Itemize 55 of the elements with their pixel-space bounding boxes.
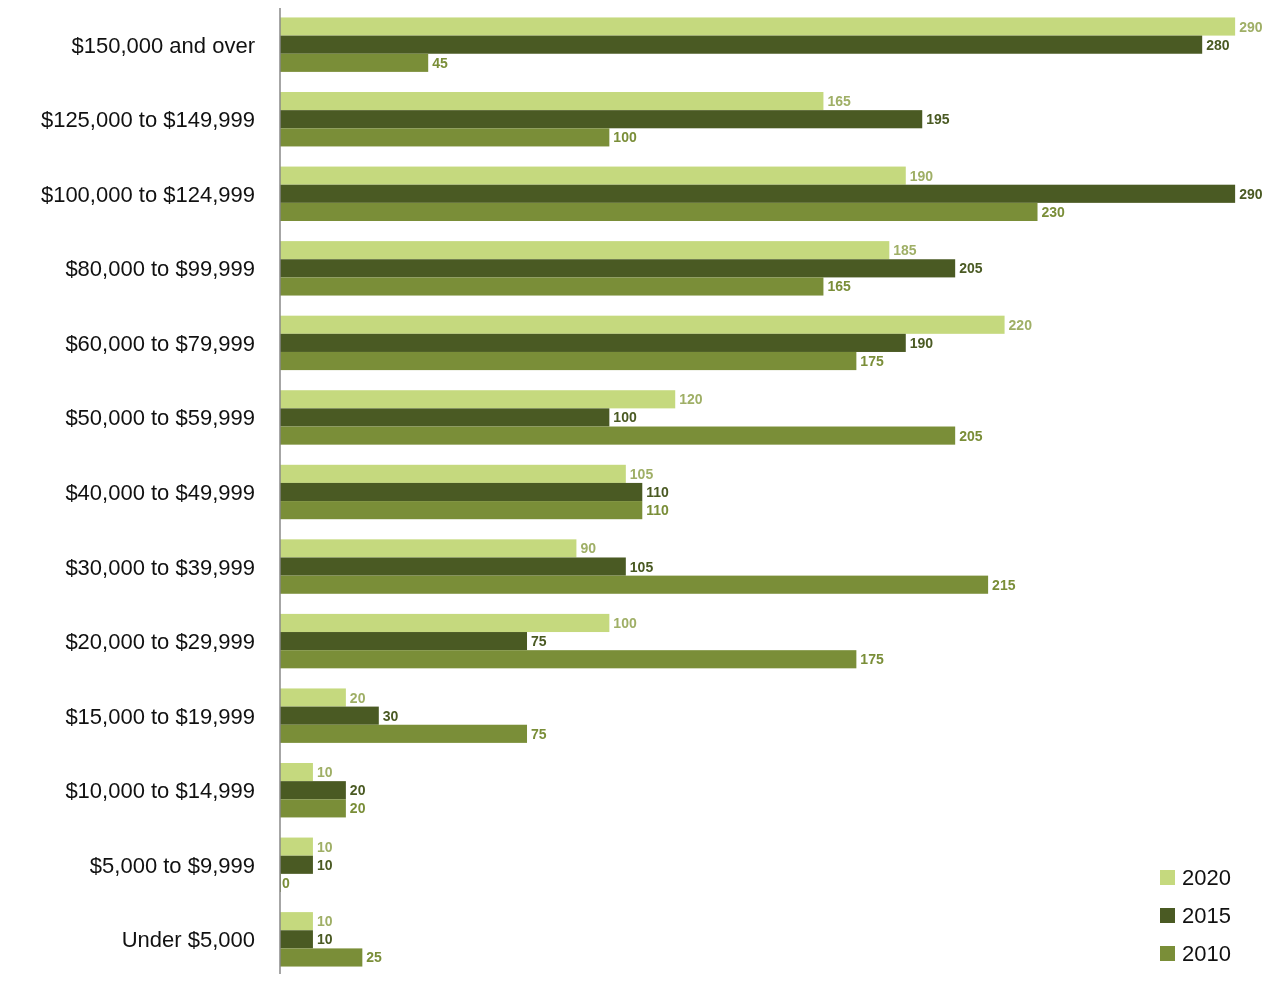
- data-label: 110: [646, 502, 670, 519]
- data-label: 10: [316, 913, 333, 930]
- data-label: 10: [316, 931, 333, 948]
- y-tick-label: Under $5,000: [121, 927, 255, 953]
- y-tick-label: $30,000 to $39,999: [65, 554, 255, 580]
- data-label: 30: [382, 707, 399, 724]
- data-label: 110: [646, 484, 670, 500]
- y-tick-label: $5,000 to $9,999: [89, 852, 255, 878]
- y-tick-label: $15,000 to $19,999: [65, 703, 255, 729]
- data-label: 290: [1239, 185, 1263, 202]
- data-label: 45: [432, 54, 448, 71]
- data-label: 105: [629, 465, 654, 482]
- y-tick-label: $10,000 to $14,999: [65, 778, 255, 804]
- data-label: 10: [316, 764, 333, 781]
- data-label: 290: [1239, 18, 1263, 35]
- y-tick-label: $40,000 to $49,999: [65, 480, 255, 505]
- legend-label: 2015: [1182, 903, 1231, 928]
- data-label: 190: [909, 167, 934, 184]
- data-label: 280: [1206, 36, 1230, 53]
- data-label: 20: [349, 782, 366, 799]
- data-label: 205: [959, 427, 983, 444]
- data-label: 100: [613, 409, 637, 426]
- data-label: 175: [860, 651, 884, 668]
- y-tick-label: $60,000 to $79,999: [65, 330, 255, 356]
- y-tick-label: $50,000 to $59,999: [65, 405, 255, 431]
- data-label: 75: [531, 725, 547, 742]
- data-label: 10: [316, 838, 333, 855]
- data-label: 215: [992, 576, 1016, 593]
- data-label: 165: [827, 93, 852, 110]
- legend-label: 2010: [1182, 941, 1231, 966]
- data-label: 75: [531, 633, 547, 650]
- y-tick-label: $125,000 to $149,999: [40, 107, 255, 133]
- data-label: 105: [629, 558, 654, 575]
- data-label: 195: [926, 111, 950, 128]
- data-label: 205: [959, 260, 983, 277]
- data-label: 0: [282, 874, 290, 891]
- data-label: 165: [827, 278, 852, 295]
- data-label: 185: [893, 242, 917, 259]
- data-label: 230: [1041, 203, 1066, 220]
- y-tick-label: $80,000 to $99,999: [65, 256, 255, 282]
- data-label: 120: [679, 391, 703, 408]
- y-tick-label: $20,000 to $29,999: [65, 629, 255, 655]
- data-label: 175: [860, 353, 884, 370]
- data-label: 220: [1008, 316, 1033, 333]
- y-tick-label: $150,000 and over: [71, 32, 255, 58]
- data-label: 10: [316, 856, 333, 873]
- data-label: 190: [909, 334, 934, 351]
- data-label: 90: [580, 540, 597, 557]
- legend-label: 2020: [1182, 865, 1231, 890]
- y-tick-label: $100,000 to $124,999: [40, 181, 255, 207]
- data-label: 100: [613, 129, 637, 146]
- data-label: 100: [613, 614, 637, 631]
- data-label: 25: [366, 949, 383, 966]
- data-label: 20: [349, 689, 366, 706]
- data-label: 20: [349, 800, 366, 817]
